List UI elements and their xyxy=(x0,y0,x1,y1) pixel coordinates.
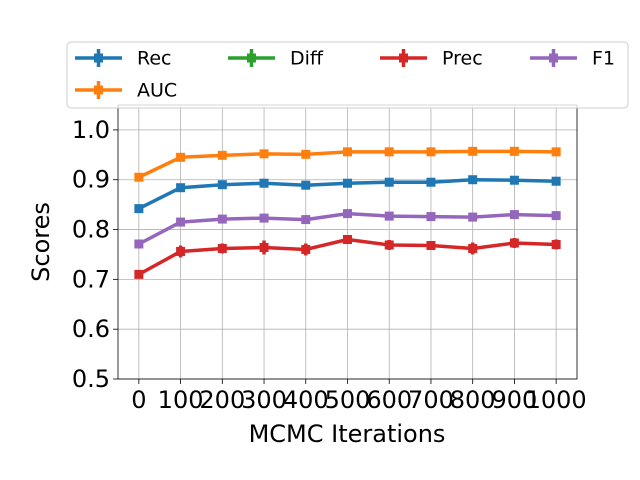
y-tick-label: 0.9 xyxy=(72,166,110,194)
x-axis-label: MCMC Iterations xyxy=(249,420,446,448)
y-axis-label: Scores xyxy=(27,202,55,282)
marker xyxy=(134,239,144,249)
x-tick-label: 0 xyxy=(131,386,146,414)
x-tick-label: 500 xyxy=(325,386,371,414)
y-tick-label: 0.8 xyxy=(72,216,110,244)
marker xyxy=(259,242,269,252)
marker xyxy=(509,238,519,248)
x-tick-label: 800 xyxy=(450,386,496,414)
marker xyxy=(176,246,186,256)
marker xyxy=(176,152,186,162)
legend-marker xyxy=(94,85,103,95)
marker xyxy=(468,146,478,156)
marker xyxy=(426,177,436,187)
marker xyxy=(384,177,394,187)
y-tick-label: 1.0 xyxy=(72,116,110,144)
legend-label: F1 xyxy=(592,48,615,70)
marker xyxy=(426,240,436,250)
marker xyxy=(301,244,311,254)
marker xyxy=(217,150,227,160)
marker xyxy=(343,209,352,219)
marker xyxy=(217,180,227,190)
marker xyxy=(384,147,394,157)
marker xyxy=(468,243,478,253)
marker xyxy=(134,204,144,214)
marker xyxy=(384,211,394,221)
legend-label: Rec xyxy=(137,48,171,70)
marker xyxy=(509,210,519,220)
legend-box xyxy=(66,41,629,109)
marker xyxy=(468,175,478,185)
legend-marker xyxy=(549,53,558,63)
marker xyxy=(134,269,144,279)
marker xyxy=(217,214,227,224)
marker xyxy=(259,213,269,223)
marker xyxy=(134,172,144,182)
marker xyxy=(509,146,519,156)
y-tick-label: 0.5 xyxy=(72,365,110,393)
marker xyxy=(301,215,311,225)
marker xyxy=(551,176,561,186)
marker xyxy=(343,178,352,188)
x-tick-label: 900 xyxy=(492,386,538,414)
marker xyxy=(551,147,561,157)
marker xyxy=(301,180,311,190)
marker xyxy=(384,240,394,250)
marker xyxy=(468,212,478,222)
x-tick-label: 1000 xyxy=(526,386,587,414)
marker xyxy=(176,183,186,193)
y-tick-label: 0.6 xyxy=(72,315,110,343)
marker xyxy=(259,149,269,159)
x-tick-label: 100 xyxy=(158,386,204,414)
marker xyxy=(343,147,352,157)
marker xyxy=(426,147,436,157)
x-tick-label: 400 xyxy=(283,386,329,414)
x-tick-label: 700 xyxy=(408,386,454,414)
marker xyxy=(343,235,352,245)
marker xyxy=(176,217,186,227)
marker xyxy=(259,178,269,188)
legend-label: AUC xyxy=(137,80,177,102)
marker xyxy=(217,243,227,253)
legend-marker xyxy=(399,53,408,63)
legend-marker xyxy=(247,53,256,63)
marker xyxy=(426,212,436,222)
legend-label: Prec xyxy=(442,48,483,70)
x-tick-label: 300 xyxy=(241,386,287,414)
plot-area xyxy=(134,146,561,279)
x-tick-label: 600 xyxy=(366,386,412,414)
marker xyxy=(551,211,561,221)
marker xyxy=(509,175,519,185)
x-tick-label: 200 xyxy=(199,386,245,414)
marker xyxy=(301,149,311,159)
legend-label: Diff xyxy=(290,48,324,70)
legend-marker xyxy=(94,53,103,63)
marker xyxy=(551,239,561,249)
y-tick-label: 0.7 xyxy=(72,265,110,293)
